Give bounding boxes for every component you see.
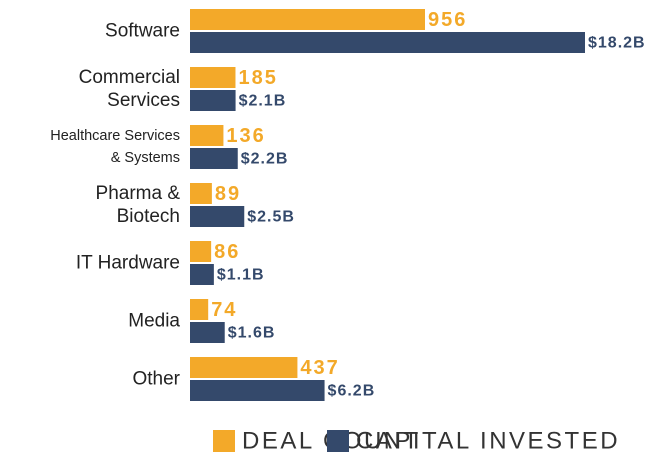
category-label: Software [105, 20, 180, 42]
value-label: 437 [300, 357, 339, 379]
bar [190, 32, 585, 53]
bar [190, 67, 236, 88]
category-label: Other [132, 368, 180, 390]
category-label: Pharma & Biotech [95, 183, 180, 227]
value-label: $1.6B [228, 325, 276, 342]
value-label: 956 [428, 9, 467, 31]
bar [190, 264, 214, 285]
bar [190, 9, 425, 30]
value-label: 74 [211, 299, 237, 321]
value-label: $18.2B [588, 35, 646, 52]
bar [190, 322, 225, 343]
value-label: 86 [214, 241, 240, 263]
legend-label: CAPITAL INVESTED [356, 427, 620, 454]
value-label: $1.1B [217, 267, 265, 284]
bar [190, 148, 238, 169]
legend-swatch [327, 430, 349, 452]
value-label: 185 [238, 67, 277, 89]
category-label: Healthcare Services & Systems [50, 128, 180, 166]
value-label: 89 [215, 183, 241, 205]
category-label: Media [128, 310, 180, 332]
value-label: $2.5B [247, 209, 295, 226]
value-label: 136 [226, 125, 265, 147]
bar [190, 241, 212, 262]
category-label: IT Hardware [75, 252, 180, 274]
category-label: Commercial Services [78, 67, 180, 111]
bar [190, 125, 224, 146]
bar [190, 206, 245, 227]
bar [190, 380, 325, 401]
value-label: $2.1B [239, 93, 287, 110]
value-label: $2.2B [241, 151, 289, 168]
bar [190, 357, 298, 378]
bar [190, 299, 209, 320]
value-label: $6.2B [328, 383, 376, 400]
bar [190, 183, 212, 204]
legend-swatch [213, 430, 235, 452]
bar [190, 90, 236, 111]
